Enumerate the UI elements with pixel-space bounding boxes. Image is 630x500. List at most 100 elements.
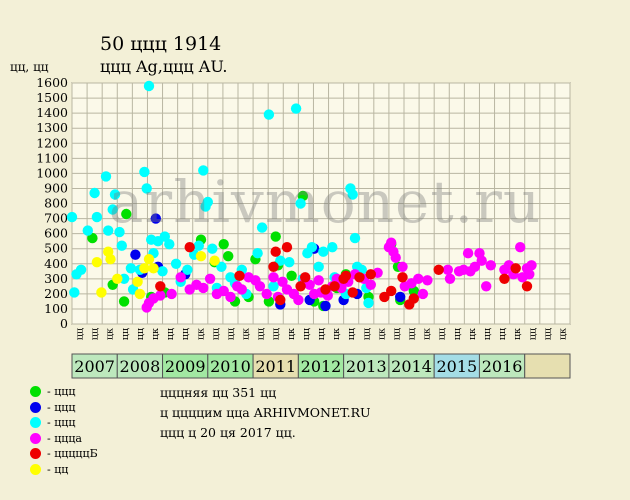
year-box	[478, 353, 526, 379]
y-tick-label: 0	[60, 316, 68, 331]
y-tick-label: 400	[44, 256, 68, 271]
data-point	[91, 257, 103, 268]
note-source: ц ццццим цца ARHIVMONET.RU	[160, 405, 371, 420]
legend-label: - цццццБ	[47, 447, 98, 461]
data-point	[87, 232, 98, 244]
data-point	[413, 273, 424, 284]
data-point	[116, 240, 128, 251]
data-point	[91, 211, 103, 223]
data-point	[524, 269, 535, 280]
data-point	[268, 272, 279, 283]
data-point	[526, 260, 537, 271]
data-point	[118, 296, 130, 307]
y-tick-label: 500	[44, 241, 68, 256]
data-point	[69, 287, 80, 298]
data-point	[184, 242, 195, 253]
x-quarter-label: цц	[542, 328, 553, 340]
data-point	[159, 231, 170, 242]
data-point	[433, 264, 444, 275]
data-point	[198, 165, 209, 176]
data-point	[379, 291, 390, 303]
legend-item: - цц	[30, 462, 98, 478]
x-quarter-label: цц	[271, 328, 282, 340]
data-point	[390, 252, 401, 263]
data-point	[295, 198, 306, 209]
x-quarter-label: цц	[180, 328, 191, 340]
data-point	[363, 297, 374, 309]
legend-dot-red	[30, 448, 41, 460]
legend-item: - ццц	[30, 415, 98, 431]
data-point	[408, 293, 419, 304]
legend-dot-blue	[30, 401, 41, 413]
data-point	[254, 281, 266, 292]
data-point	[96, 287, 107, 298]
year-box	[524, 353, 571, 379]
data-point	[304, 279, 315, 290]
y-tick-label: 1500	[36, 90, 68, 105]
x-quarter-label: цц	[301, 328, 312, 340]
data-point	[256, 222, 268, 233]
data-point	[320, 300, 331, 312]
year-box	[116, 353, 164, 379]
data-point	[112, 273, 123, 284]
data-point	[397, 272, 408, 283]
y-axis-label: цц, цц	[10, 60, 49, 74]
data-point	[485, 260, 496, 271]
legend-dot-yellow	[30, 463, 41, 475]
data-point	[327, 242, 338, 253]
data-point	[277, 276, 288, 287]
chart-title: 50 ццц 1914	[100, 33, 222, 55]
data-point	[442, 264, 453, 275]
data-point	[82, 225, 94, 236]
y-tick-label: 200	[44, 286, 68, 301]
data-point	[444, 273, 456, 284]
data-point	[386, 285, 397, 297]
y-tick-label: 1400	[36, 105, 68, 120]
x-quarter-label: цк	[557, 328, 568, 340]
data-point	[105, 254, 116, 265]
x-quarter-label: цц	[165, 328, 176, 340]
data-point	[365, 269, 376, 280]
data-point	[193, 240, 204, 251]
year-box	[433, 353, 480, 379]
data-point	[143, 254, 155, 265]
data-point	[252, 248, 263, 259]
data-point	[103, 225, 114, 236]
x-quarter-label: цк	[467, 328, 478, 340]
data-point	[270, 246, 281, 257]
data-point	[270, 231, 281, 242]
data-point	[365, 279, 376, 290]
year-label: 2008	[120, 357, 161, 376]
data-point	[130, 249, 141, 260]
data-point	[515, 242, 526, 253]
data-point	[218, 239, 229, 250]
x-quarter-label: цк	[241, 328, 252, 340]
legend-label: - ццц	[47, 416, 76, 430]
data-point	[349, 232, 361, 244]
x-quarter-label: цц	[256, 328, 267, 340]
data-point	[462, 248, 474, 259]
x-quarter-label: цц	[225, 328, 236, 340]
data-point	[223, 251, 234, 262]
legend-label: - ццц	[47, 385, 76, 399]
year-label: 2014	[391, 357, 432, 376]
data-point	[261, 288, 272, 300]
x-quarter-label: цк	[286, 328, 297, 340]
data-point	[170, 258, 182, 269]
data-point	[340, 270, 352, 281]
x-quarter-label: цц	[361, 328, 372, 340]
data-point	[121, 208, 132, 220]
data-point	[286, 270, 297, 281]
year-label: 2007	[74, 357, 115, 376]
data-point	[125, 263, 137, 274]
x-quarter-label: цк	[512, 328, 523, 340]
data-point	[268, 261, 279, 272]
data-point	[141, 183, 152, 194]
x-quarter-label: цц	[527, 328, 538, 340]
year-box	[162, 353, 209, 379]
x-quarter-label: цц	[497, 328, 508, 340]
data-point	[148, 263, 159, 274]
x-quarter-label: цц	[346, 328, 357, 340]
data-point	[109, 189, 121, 200]
data-point	[216, 261, 227, 272]
